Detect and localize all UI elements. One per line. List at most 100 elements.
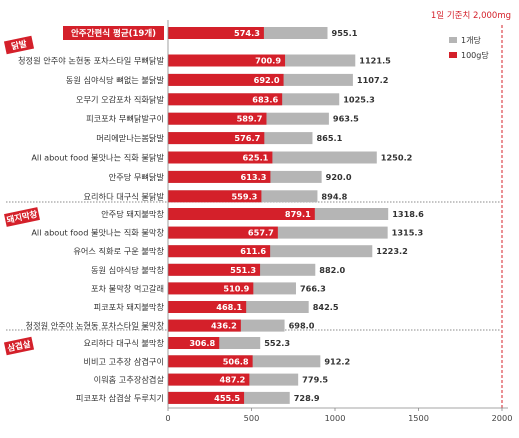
row-value-per-100g: 879.1	[285, 209, 311, 219]
row-value-per-100g: 487.2	[219, 375, 245, 385]
legend-label-per-100g: 100g당	[461, 50, 489, 60]
row-bar-per-100g	[168, 319, 241, 332]
row-value-per-unit: 882.0	[319, 265, 345, 275]
reference-label: 1일 기준치 2,000mg	[431, 11, 511, 21]
row-value-per-100g: 589.7	[237, 114, 263, 124]
category-label: 안주당 돼지불막창	[101, 209, 164, 219]
row-value-per-unit: 1025.3	[343, 94, 375, 104]
average-value-per-100g: 574.3	[234, 28, 260, 38]
category-label: 동원 심야식당 뼈없는 불닭발	[66, 75, 165, 85]
row-bar-per-100g	[168, 226, 278, 239]
row-value-per-unit: 963.5	[333, 114, 359, 124]
group-tag-label: 닭발	[10, 38, 28, 52]
average-value-per-unit: 955.1	[332, 28, 358, 38]
row-bar-per-100g	[168, 54, 286, 67]
category-label: 청정원 안주야 논현동 포차스타일 불막창	[26, 321, 165, 331]
category-label: 요리하다 대구식 불막창	[83, 338, 164, 348]
row-value-per-100g: 683.6	[252, 94, 278, 104]
row-bar-per-100g	[168, 337, 220, 349]
row-value-per-unit: 552.3	[264, 338, 290, 348]
row-bar-per-100g	[168, 132, 265, 145]
x-tick-label: 0	[165, 413, 170, 423]
category-label: All about food 불맛나는 직화 불막창	[31, 228, 164, 238]
category-label: All about food 불맛나는 직화 불닭발	[31, 153, 164, 163]
row-bar-per-100g	[168, 208, 315, 220]
row-value-per-unit: 865.1	[316, 133, 342, 143]
category-label: 이워홈 고추장삼겹살	[94, 375, 165, 385]
category-label: 유어스 직화로 구운 불막창	[73, 246, 164, 256]
row-value-per-100g: 625.1	[242, 153, 268, 163]
category-label: 피코포차 삼겹살 두루치기	[76, 393, 164, 403]
row-bar-per-100g	[168, 190, 262, 203]
row-value-per-unit: 698.0	[289, 321, 315, 331]
row-value-per-unit: 1223.2	[376, 246, 408, 256]
row-bar-per-100g	[168, 112, 267, 125]
row-value-per-100g: 506.8	[223, 356, 249, 366]
category-label: 피코포차 돼지불막창	[94, 302, 165, 312]
row-value-per-100g: 468.1	[216, 302, 242, 312]
row-value-per-100g: 436.2	[211, 321, 237, 331]
row-bar-per-100g	[168, 373, 250, 386]
group-tag-label: 삼겹살	[6, 339, 31, 355]
category-label: 포차 불막창 먹고갈래	[91, 283, 164, 293]
x-tick-label: 2000	[492, 413, 513, 423]
row-bar-per-100g	[168, 263, 261, 276]
row-value-per-100g: 700.9	[255, 56, 281, 66]
row-value-per-unit: 1250.2	[381, 153, 413, 163]
category-label: 피코포차 무뼈닭발구이	[86, 114, 164, 124]
row-value-per-100g: 455.5	[214, 393, 240, 403]
category-label: 동원 심야식당 불막창	[91, 265, 164, 275]
row-value-per-unit: 1315.3	[392, 228, 424, 238]
row-value-per-100g: 306.8	[189, 338, 215, 348]
group-tag: 삼겹살	[3, 336, 35, 356]
row-value-per-100g: 611.6	[240, 246, 266, 256]
x-tick-label: 1000	[325, 413, 346, 423]
row-value-per-unit: 912.2	[324, 356, 350, 366]
row-value-per-unit: 894.8	[321, 191, 347, 201]
average-bar-per-100g	[168, 27, 264, 39]
row-bar-per-100g	[168, 151, 273, 164]
row-bar-per-100g	[168, 301, 247, 313]
row-value-per-unit: 766.3	[300, 283, 326, 293]
row-value-per-100g: 692.0	[254, 75, 280, 85]
row-bar-per-100g	[168, 355, 253, 368]
legend-swatch-per-unit	[449, 37, 457, 43]
row-bar-per-100g	[168, 170, 271, 183]
row-value-per-unit: 842.5	[313, 302, 339, 312]
category-label: 머리에맏나는봄닭발	[96, 133, 164, 143]
legend-label-per-unit: 1개당	[461, 35, 481, 45]
group-tag-box	[3, 336, 35, 356]
group-tag-box	[3, 35, 35, 55]
row-value-per-unit: 1318.6	[392, 209, 424, 219]
row-value-per-unit: 779.5	[302, 375, 328, 385]
category-label: 비비고 고추장 삼겹구이	[83, 356, 164, 366]
row-bar-per-100g	[168, 391, 245, 404]
legend-swatch-per-100g	[449, 52, 457, 58]
average-label: 안주간편식 평균(19개)	[71, 28, 156, 39]
row-value-per-unit: 728.9	[294, 393, 320, 403]
row-value-per-100g: 551.3	[230, 265, 256, 275]
row-bar-per-100g	[168, 245, 271, 258]
group-tag: 닭발	[3, 35, 35, 55]
x-tick-label: 1500	[408, 413, 429, 423]
x-tick-label: 500	[244, 413, 260, 423]
row-value-per-unit: 1121.5	[359, 56, 391, 66]
row-value-per-unit: 920.0	[326, 172, 352, 182]
row-bar-per-100g	[168, 282, 254, 295]
row-value-per-100g: 559.3	[231, 191, 257, 201]
row-bar-per-100g	[168, 73, 284, 86]
category-label: 청정원 안주야 논현동 포차스타일 무뼈닭발	[18, 56, 164, 66]
group-tag-box	[4, 207, 40, 227]
category-label: 오무기 오감포차 직화닭발	[76, 94, 165, 104]
group-tag: 돼지막창	[4, 207, 40, 227]
row-value-per-100g: 576.7	[234, 133, 260, 143]
average-label-box	[63, 26, 164, 40]
category-label: 요리하다 대구식 불닭발	[83, 191, 164, 201]
category-label: 안주당 무뼈닭발	[109, 172, 165, 182]
row-bar-per-100g	[168, 93, 283, 106]
row-value-per-100g: 657.7	[248, 228, 274, 238]
row-value-per-100g: 510.9	[223, 283, 249, 293]
row-value-per-unit: 1107.2	[357, 75, 389, 85]
row-value-per-100g: 613.3	[241, 172, 267, 182]
